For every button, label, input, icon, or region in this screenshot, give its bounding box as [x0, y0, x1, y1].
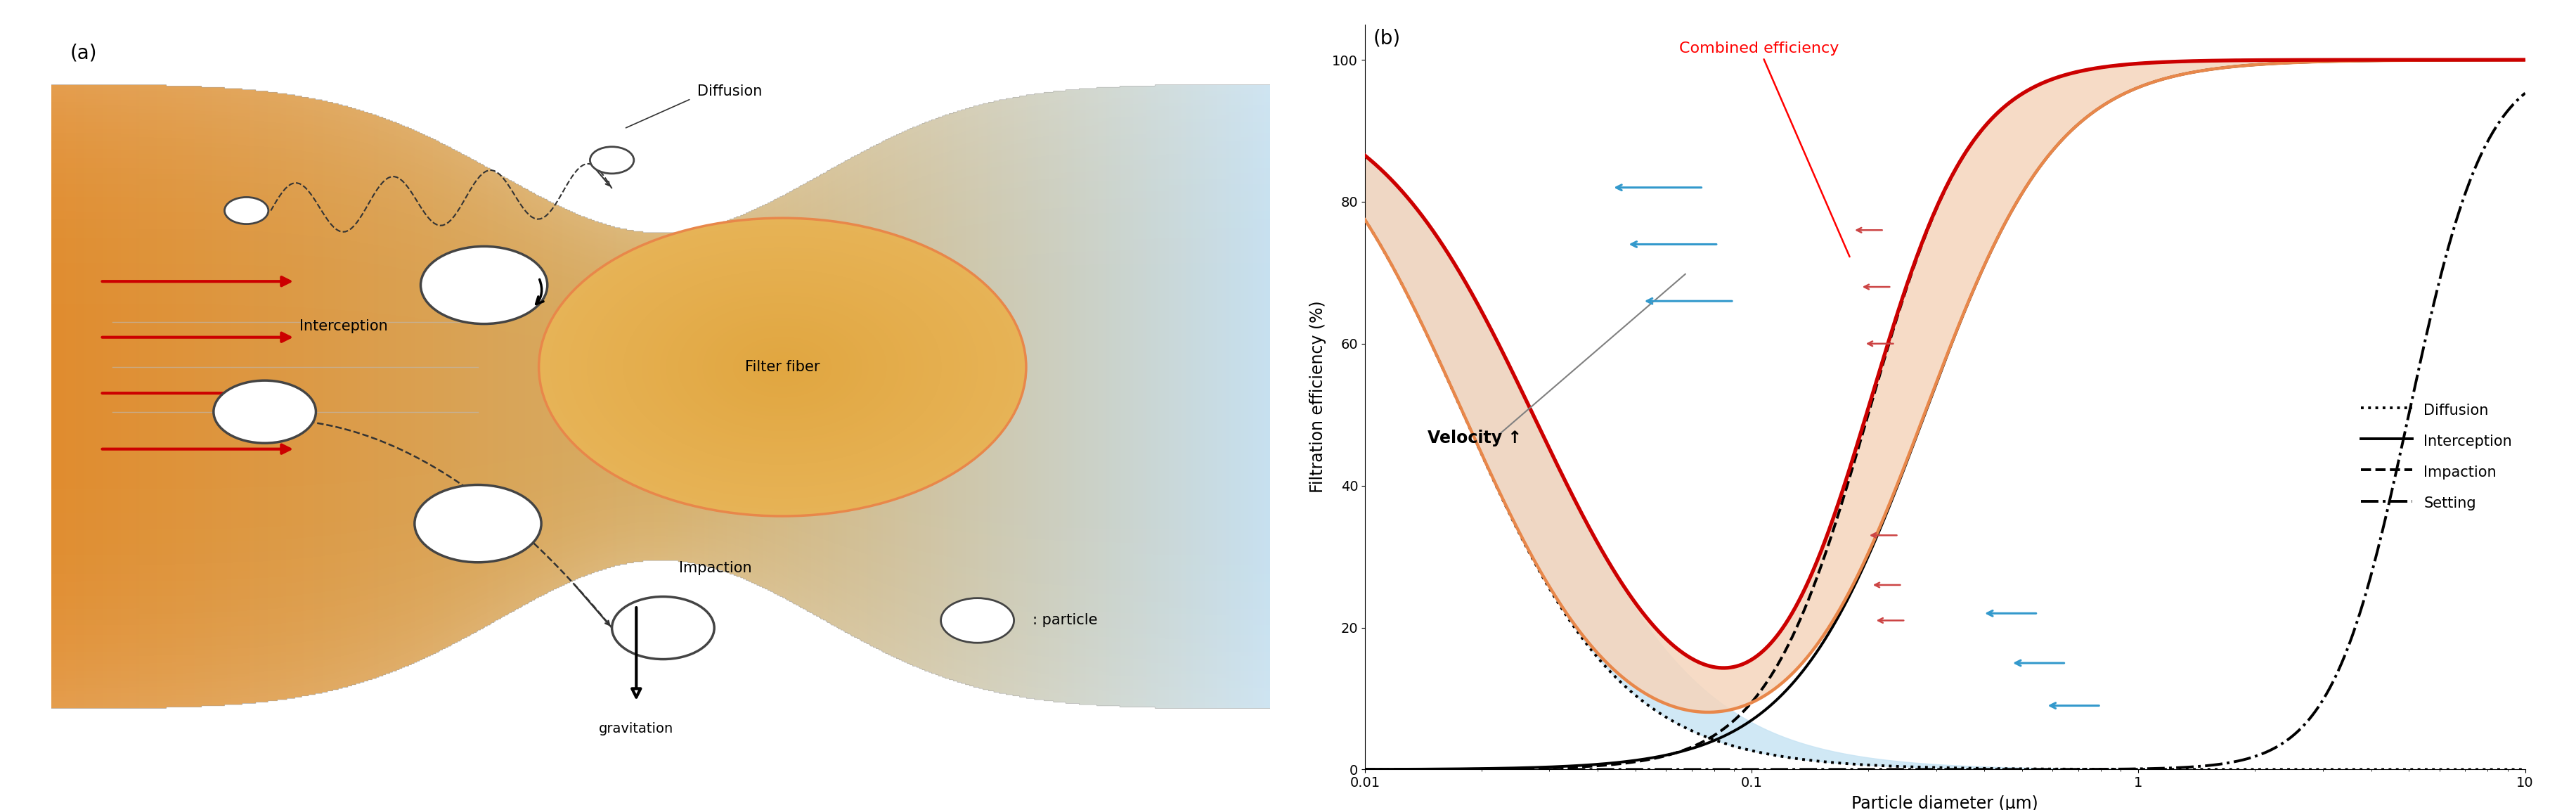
- Circle shape: [631, 274, 935, 460]
- Circle shape: [698, 315, 868, 420]
- Circle shape: [654, 289, 909, 446]
- X-axis label: Particle diameter (μm): Particle diameter (μm): [1852, 795, 2038, 810]
- Setting: [1883, 765, 1914, 774]
- Line: Interception: Interception: [1365, 60, 2524, 770]
- Line: Diffusion: Diffusion: [1365, 220, 2524, 770]
- Text: Impaction: Impaction: [677, 561, 752, 575]
- Diffusion: [1350, 215, 1381, 224]
- Circle shape: [739, 341, 824, 393]
- Circle shape: [600, 255, 966, 479]
- Text: (a): (a): [70, 43, 98, 62]
- Setting: [2476, 130, 2506, 139]
- Line: Setting: Setting: [1365, 93, 2524, 770]
- Circle shape: [574, 241, 989, 494]
- Diffusion: [1883, 761, 1914, 771]
- Circle shape: [641, 281, 922, 453]
- Y-axis label: Filtration efficiency (%): Filtration efficiency (%): [1309, 301, 1327, 493]
- Impaction: [1409, 765, 1440, 774]
- Circle shape: [605, 259, 958, 475]
- Diffusion: [2476, 765, 2506, 774]
- Circle shape: [636, 278, 927, 457]
- Circle shape: [415, 485, 541, 562]
- Circle shape: [685, 308, 881, 427]
- Diffusion: [1409, 324, 1440, 334]
- Circle shape: [744, 345, 819, 390]
- Interception: [2509, 55, 2540, 65]
- Circle shape: [677, 304, 886, 430]
- Circle shape: [716, 326, 850, 408]
- Circle shape: [420, 246, 546, 324]
- Circle shape: [757, 352, 806, 382]
- Circle shape: [765, 356, 801, 378]
- Text: (b): (b): [1373, 28, 1401, 49]
- Impaction: [1914, 221, 1945, 231]
- Circle shape: [214, 381, 317, 443]
- Impaction: [2262, 55, 2293, 65]
- Setting: [2476, 130, 2506, 140]
- Circle shape: [551, 225, 1015, 509]
- Circle shape: [708, 322, 855, 411]
- Circle shape: [672, 300, 891, 434]
- Interception: [1883, 479, 1914, 488]
- Impaction: [1350, 765, 1381, 774]
- Circle shape: [569, 237, 994, 497]
- Circle shape: [649, 285, 917, 449]
- Circle shape: [726, 334, 837, 401]
- Setting: [1409, 765, 1440, 774]
- Circle shape: [659, 292, 904, 441]
- Circle shape: [770, 360, 793, 374]
- Circle shape: [734, 337, 832, 397]
- Circle shape: [224, 197, 268, 224]
- Circle shape: [538, 218, 1025, 516]
- Circle shape: [703, 318, 860, 416]
- Circle shape: [775, 364, 788, 371]
- Setting: [2262, 741, 2293, 751]
- Text: Combined efficiency: Combined efficiency: [1680, 41, 1850, 257]
- Circle shape: [618, 266, 948, 467]
- Interception: [1350, 765, 1381, 774]
- Setting: [1350, 765, 1381, 774]
- Circle shape: [592, 252, 971, 483]
- Text: Interception: Interception: [299, 319, 389, 333]
- Text: Filter fiber: Filter fiber: [744, 360, 819, 374]
- Diffusion: [2262, 765, 2293, 774]
- Text: : particle: : particle: [1033, 613, 1097, 628]
- Circle shape: [940, 598, 1015, 643]
- Line: Impaction: Impaction: [1365, 60, 2524, 770]
- Interception: [2262, 58, 2293, 68]
- Interception: [2476, 55, 2506, 65]
- Circle shape: [623, 271, 940, 464]
- Circle shape: [721, 330, 842, 404]
- Circle shape: [587, 248, 976, 486]
- Diffusion: [2509, 765, 2540, 774]
- Text: Diffusion: Diffusion: [698, 84, 762, 98]
- Interception: [1409, 765, 1440, 774]
- Text: gravitation: gravitation: [598, 722, 672, 735]
- Circle shape: [556, 229, 1007, 505]
- Circle shape: [611, 597, 714, 659]
- Interception: [2476, 55, 2506, 65]
- Circle shape: [611, 262, 953, 471]
- Impaction: [2476, 55, 2506, 65]
- Circle shape: [690, 311, 873, 423]
- Setting: [1914, 765, 1945, 774]
- Setting: [2509, 88, 2540, 98]
- Circle shape: [564, 233, 1002, 501]
- Circle shape: [752, 348, 811, 386]
- Text: Velocity ↑: Velocity ↑: [1427, 429, 1522, 446]
- Impaction: [2509, 55, 2540, 65]
- Legend: Diffusion, Interception, Impaction, Setting: Diffusion, Interception, Impaction, Sett…: [2354, 395, 2517, 518]
- Circle shape: [544, 222, 1020, 513]
- Interception: [1914, 398, 1945, 407]
- Circle shape: [590, 147, 634, 173]
- Impaction: [2476, 55, 2506, 65]
- Circle shape: [667, 296, 899, 438]
- Diffusion: [2476, 765, 2506, 774]
- Diffusion: [1914, 762, 1945, 772]
- Impaction: [1883, 309, 1914, 318]
- Circle shape: [582, 244, 984, 490]
